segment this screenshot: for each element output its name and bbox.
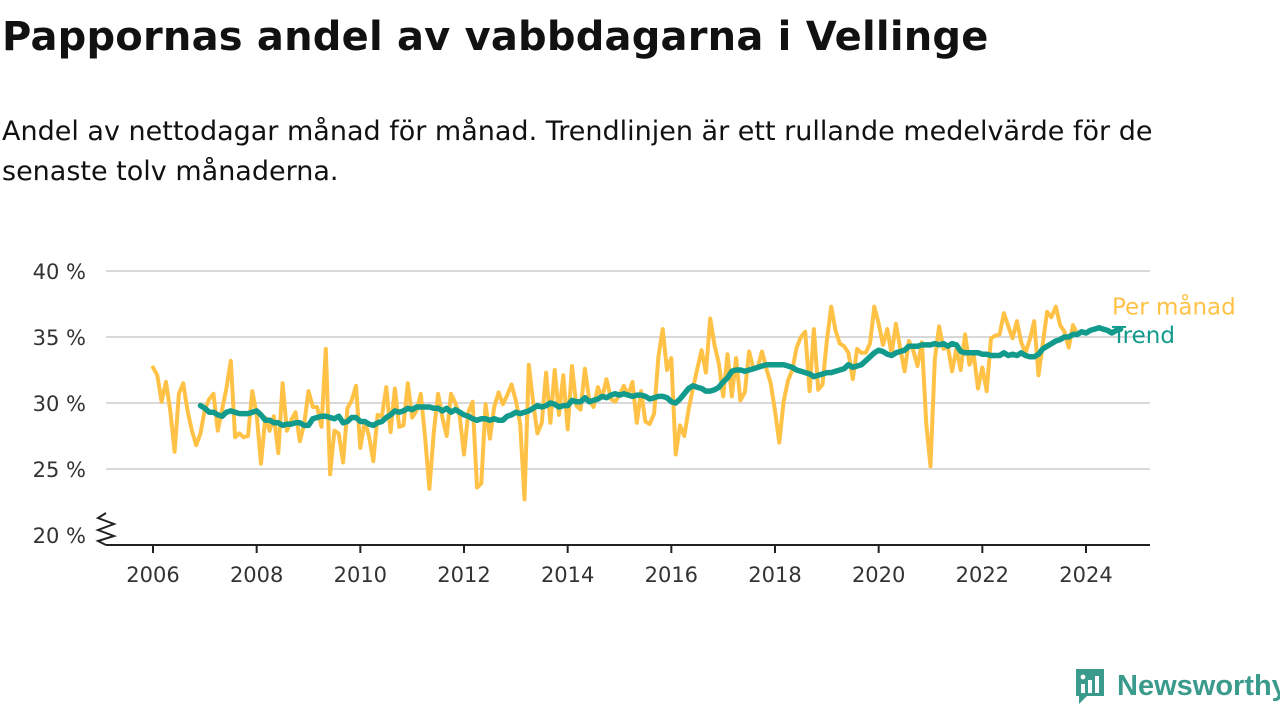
y-tick-label: 20 % — [33, 524, 86, 548]
x-tick-label: 2016 — [645, 563, 698, 587]
x-tick-label: 2022 — [956, 563, 1009, 587]
x-tick-label: 2018 — [748, 563, 801, 587]
x-axis: 2006 2008 2010 2012 2014 2016 2018 2020 2022 2024 — [106, 544, 1150, 587]
y-axis: 20 % 25 % 30 % 35 % 40 % — [33, 260, 118, 548]
series-line-trend — [197, 325, 1124, 429]
x-tick-label: 2010 — [334, 563, 387, 587]
x-tick-label: 2020 — [852, 563, 905, 587]
y-tick-label: 35 % — [33, 326, 86, 350]
series-labels: Per månad Trend — [1111, 292, 1236, 349]
x-tick-label: 2024 — [1059, 563, 1112, 587]
chart-title: Pappornas andel av vabbdagarna i Velling… — [2, 14, 989, 60]
newsworthy-logo-icon — [1076, 669, 1104, 704]
x-tick-label: 2014 — [541, 563, 594, 587]
chart-subtitle: Andel av nettodagar månad för månad. Tre… — [2, 116, 1153, 187]
y-tick-label: 25 % — [33, 458, 86, 482]
series-lines — [151, 304, 1124, 502]
y-tick-label: 30 % — [33, 392, 86, 416]
series-line-per-manad — [151, 304, 1080, 502]
x-tick-label: 2012 — [437, 563, 490, 587]
brand-name: Newsworthy — [1117, 669, 1280, 702]
x-tick-label: 2008 — [230, 563, 283, 587]
brand-logo: Newsworthy — [1073, 666, 1280, 706]
y-tick-label: 40 % — [33, 260, 86, 284]
x-tick-label: 2006 — [126, 563, 179, 587]
series-label-trend: Trend — [1111, 323, 1175, 349]
axis-break-icon — [95, 512, 118, 546]
series-label-per-manad: Per månad — [1112, 292, 1236, 320]
